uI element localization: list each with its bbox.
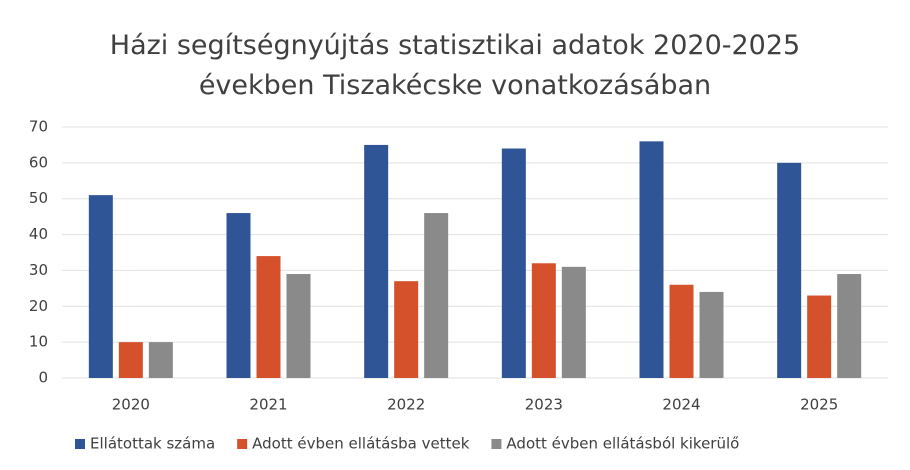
- legend-swatch: [491, 439, 502, 449]
- legend-swatch: [75, 439, 85, 449]
- y-tick-label: 60: [29, 153, 48, 171]
- bar: [699, 291, 724, 378]
- x-tick-label: 2025: [800, 396, 838, 414]
- bar: [669, 284, 694, 378]
- x-tick-label: 2020: [112, 396, 150, 414]
- bar: [639, 141, 664, 378]
- bar: [364, 144, 389, 378]
- x-tick-label: 2023: [525, 396, 563, 414]
- y-tick-label: 50: [29, 189, 48, 207]
- bar: [561, 266, 586, 378]
- bar: [226, 213, 251, 378]
- bar: [394, 281, 419, 378]
- x-tick-label: 2022: [387, 396, 425, 414]
- bar: [256, 256, 281, 378]
- bar: [148, 342, 173, 378]
- bar: [286, 274, 311, 378]
- bar: [118, 342, 143, 378]
- bar: [501, 148, 526, 378]
- y-tick-label: 40: [29, 225, 48, 243]
- y-tick-label: 10: [29, 333, 48, 351]
- x-tick-label: 2024: [662, 396, 700, 414]
- bar: [424, 213, 449, 378]
- y-tick-label: 30: [29, 261, 48, 279]
- chart-title: Házi segítségnyújtás statisztikai adatok…: [109, 30, 801, 101]
- legend-label: Adott évben ellátásba vettek: [252, 435, 470, 453]
- y-tick-label: 0: [38, 369, 48, 387]
- legend-label: Ellátottak száma: [90, 435, 215, 453]
- x-tick-label: 2021: [249, 396, 287, 414]
- bar: [531, 263, 556, 378]
- y-tick-label: 20: [29, 297, 48, 315]
- bar: [807, 295, 832, 378]
- legend-label: Adott évben ellátásból kikerülő: [506, 435, 739, 453]
- bar: [777, 162, 802, 378]
- bar: [88, 195, 113, 378]
- bar: [837, 274, 862, 378]
- y-tick-label: 70: [29, 118, 48, 136]
- legend-swatch: [237, 439, 248, 449]
